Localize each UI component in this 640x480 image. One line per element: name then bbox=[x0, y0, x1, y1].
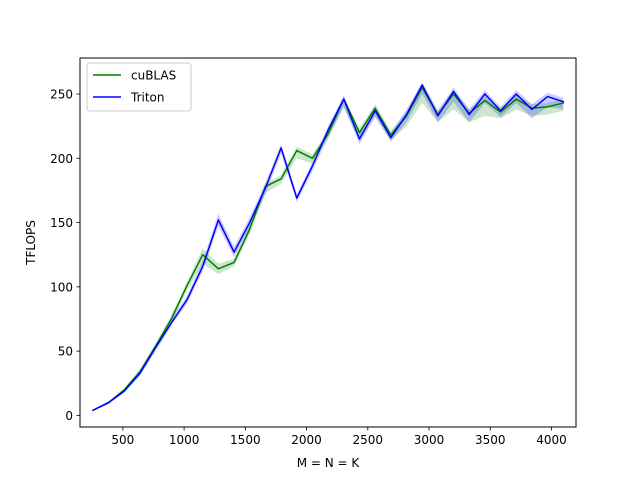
x-tick-label: 3500 bbox=[475, 433, 506, 447]
y-axis-ticks: 0 50 100 150 200 250 bbox=[50, 88, 80, 423]
y-tick-label: 100 bbox=[50, 280, 73, 294]
y-tick-label: 200 bbox=[50, 152, 73, 166]
y-axis-label: TFLOPS bbox=[24, 220, 38, 266]
x-axis-label: M = N = K bbox=[297, 456, 361, 470]
x-tick-label: 2000 bbox=[291, 433, 322, 447]
legend-label-cublas: cuBLAS bbox=[131, 69, 176, 83]
x-tick-label: 4000 bbox=[536, 433, 567, 447]
legend: cuBLAS Triton bbox=[86, 62, 192, 112]
y-tick-label: 250 bbox=[50, 88, 73, 102]
plot-area-frame bbox=[79, 57, 577, 428]
x-axis-ticks: 500 1000 1500 2000 2500 3000 3500 4000 bbox=[111, 427, 567, 447]
legend-label-triton: Triton bbox=[130, 91, 165, 105]
x-tick-label: 1000 bbox=[169, 433, 200, 447]
series-line-triton bbox=[91, 84, 565, 412]
y-tick-label: 150 bbox=[50, 216, 73, 230]
series-line-cublas bbox=[91, 86, 565, 412]
y-tick-label: 50 bbox=[58, 345, 73, 359]
series-lines bbox=[91, 84, 565, 412]
x-tick-label: 2500 bbox=[353, 433, 384, 447]
y-tick-label: 0 bbox=[65, 409, 73, 423]
x-tick-label: 500 bbox=[111, 433, 134, 447]
x-tick-label: 3000 bbox=[414, 433, 445, 447]
x-tick-label: 1500 bbox=[230, 433, 261, 447]
